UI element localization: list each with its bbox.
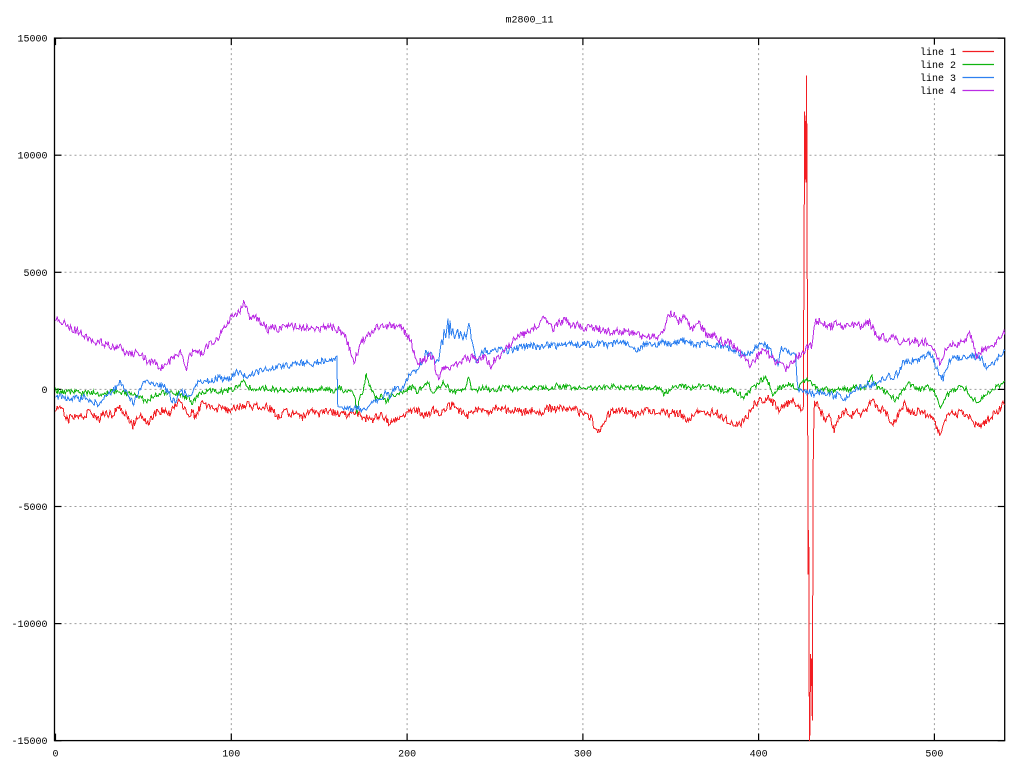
svg-text:400: 400	[750, 750, 768, 761]
svg-text:300: 300	[574, 750, 592, 761]
svg-text:5000: 5000	[23, 269, 47, 280]
svg-text:line 2: line 2	[920, 60, 956, 72]
svg-text:100: 100	[222, 750, 240, 761]
svg-text:m2800_11: m2800_11	[505, 16, 553, 27]
svg-text:500: 500	[925, 750, 943, 761]
svg-text:0: 0	[52, 750, 58, 761]
svg-text:-10000: -10000	[11, 620, 47, 631]
svg-text:line 1: line 1	[920, 47, 956, 59]
svg-text:-5000: -5000	[17, 503, 47, 514]
svg-text:200: 200	[398, 750, 416, 761]
svg-text:-15000: -15000	[11, 737, 47, 748]
svg-text:line 3: line 3	[920, 73, 956, 85]
svg-text:10000: 10000	[17, 152, 47, 163]
svg-text:15000: 15000	[17, 35, 47, 46]
svg-text:0: 0	[41, 386, 47, 397]
svg-text:line 4: line 4	[920, 86, 956, 98]
